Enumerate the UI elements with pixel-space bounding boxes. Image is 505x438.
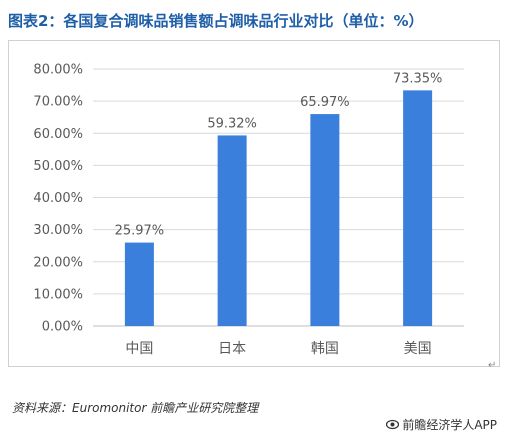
data-label-0: 25.97%	[115, 224, 165, 239]
y-tick-label: 40.00%	[33, 191, 83, 206]
data-label-3: 73.35%	[393, 71, 443, 86]
bar-3	[403, 90, 433, 326]
y-tick-label: 50.00%	[33, 159, 83, 174]
brand-name: 前瞻经济学人APP	[402, 418, 497, 432]
bar-2	[310, 114, 340, 326]
data-labels: 25.97% 59.32% 65.97% 73.35%	[115, 71, 443, 238]
bar-0	[124, 242, 154, 326]
y-tick-label: 60.00%	[33, 127, 83, 142]
y-tick-label: 0.00%	[42, 320, 83, 335]
bar-chart: 0.00% 10.00% 20.00% 30.00% 40.00% 50.00% 60.00…	[33, 63, 464, 357]
y-tick-labels: 0.00% 10.00% 20.00% 30.00% 40.00% 50.00% 60.00…	[33, 63, 83, 335]
y-tick-label: 20.00%	[33, 255, 83, 270]
bars	[124, 90, 433, 326]
y-tick-label: 70.00%	[33, 95, 83, 110]
eye-logo-icon	[386, 418, 400, 431]
return-mark: ↵	[488, 360, 497, 371]
x-tick-label-1: 日本	[218, 341, 246, 357]
x-tick-labels: 中国 日本 韩国 美国	[125, 341, 431, 357]
chart-panel: 0.00% 10.00% 20.00% 30.00% 40.00% 50.00% 60.00…	[8, 40, 500, 367]
y-tick-label: 10.00%	[33, 287, 83, 302]
data-label-2: 65.97%	[300, 95, 350, 110]
x-tick-label-3: 美国	[404, 341, 432, 357]
grid-layer	[93, 68, 464, 327]
y-tick-label: 30.00%	[33, 223, 83, 238]
footer-brand: 前瞻经济学人APP	[386, 416, 497, 433]
data-label-1: 59.32%	[207, 116, 257, 131]
y-tick-label: 80.00%	[33, 63, 83, 78]
x-tick-label-2: 韩国	[311, 341, 339, 357]
x-tick-label-0: 中国	[125, 341, 153, 357]
chart-title: 图表2：各国复合调味品销售额占调味品行业对比（单位：%）	[8, 12, 424, 30]
bar-1	[217, 135, 247, 326]
source-note: 资料来源：Euromonitor 前瞻产业研究院整理	[12, 401, 259, 415]
